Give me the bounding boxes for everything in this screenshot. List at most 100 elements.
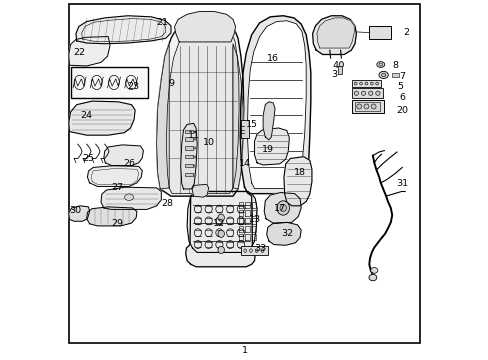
Bar [241, 246, 267, 255]
Bar [193, 165, 195, 167]
Bar [184, 173, 192, 176]
Polygon shape [69, 101, 135, 135]
Bar [184, 146, 192, 149]
Ellipse shape [356, 104, 361, 109]
Ellipse shape [361, 91, 365, 95]
Bar [338, 66, 341, 74]
Polygon shape [233, 44, 243, 189]
Text: 24: 24 [81, 111, 93, 120]
Text: 16: 16 [266, 54, 279, 63]
Bar [184, 164, 192, 167]
Ellipse shape [375, 91, 379, 95]
Polygon shape [247, 21, 305, 189]
Polygon shape [69, 206, 89, 221]
Text: 11: 11 [188, 131, 200, 140]
Polygon shape [104, 145, 143, 166]
Text: 26: 26 [123, 159, 136, 168]
Ellipse shape [244, 249, 246, 252]
Polygon shape [86, 207, 137, 226]
Polygon shape [101, 187, 161, 210]
Bar [368, 26, 390, 40]
Polygon shape [69, 37, 110, 66]
Polygon shape [316, 18, 353, 48]
Polygon shape [192, 184, 208, 197]
Bar [70, 67, 147, 98]
Polygon shape [254, 128, 289, 165]
Text: 8: 8 [391, 61, 397, 70]
Ellipse shape [369, 82, 372, 85]
Ellipse shape [280, 204, 286, 212]
Ellipse shape [218, 214, 224, 221]
Text: 25: 25 [82, 154, 94, 163]
Text: 1: 1 [241, 346, 247, 355]
Polygon shape [264, 193, 301, 223]
Ellipse shape [261, 249, 264, 252]
Ellipse shape [376, 62, 384, 67]
Text: 30: 30 [69, 206, 81, 215]
Text: 22: 22 [73, 48, 85, 57]
Text: 19: 19 [261, 145, 273, 154]
Polygon shape [240, 16, 310, 194]
Bar [184, 137, 192, 140]
Text: 3: 3 [330, 70, 337, 79]
Polygon shape [185, 192, 255, 267]
Text: 23: 23 [127, 82, 139, 91]
Text: 6: 6 [399, 93, 405, 102]
Bar [193, 174, 195, 176]
Ellipse shape [353, 82, 356, 85]
Bar [193, 147, 195, 149]
Polygon shape [76, 16, 171, 44]
Text: 2: 2 [402, 28, 408, 37]
Ellipse shape [370, 104, 375, 109]
Ellipse shape [359, 82, 362, 85]
Text: 18: 18 [293, 168, 305, 177]
Bar [193, 138, 195, 140]
Ellipse shape [124, 194, 133, 201]
Ellipse shape [353, 91, 358, 95]
Ellipse shape [368, 91, 372, 95]
Text: 4: 4 [332, 61, 338, 70]
Text: 20: 20 [395, 105, 407, 114]
Ellipse shape [363, 104, 368, 109]
Ellipse shape [339, 62, 343, 67]
Text: 31: 31 [395, 179, 407, 188]
Bar [184, 155, 192, 158]
Text: 10: 10 [202, 138, 214, 147]
Ellipse shape [378, 71, 387, 78]
Polygon shape [156, 44, 169, 189]
Ellipse shape [218, 230, 224, 237]
Polygon shape [180, 123, 197, 189]
Bar [351, 80, 380, 87]
Text: 29: 29 [111, 219, 123, 228]
Bar [351, 100, 383, 113]
Text: 5: 5 [397, 82, 403, 91]
Bar [354, 102, 379, 111]
Ellipse shape [255, 249, 258, 252]
Polygon shape [312, 16, 356, 54]
Text: 28: 28 [161, 199, 173, 208]
Text: 17: 17 [274, 204, 286, 213]
Text: 14: 14 [238, 159, 250, 168]
Polygon shape [284, 157, 311, 206]
Text: 27: 27 [111, 183, 123, 192]
Bar [193, 131, 195, 133]
Text: 9: 9 [168, 79, 174, 88]
Ellipse shape [375, 82, 378, 85]
Bar [351, 88, 382, 98]
Text: 13: 13 [249, 215, 261, 224]
Ellipse shape [276, 201, 289, 215]
Polygon shape [266, 222, 301, 245]
Text: 33: 33 [254, 244, 266, 253]
Bar [193, 156, 195, 158]
Polygon shape [87, 166, 142, 186]
Ellipse shape [378, 63, 382, 66]
Bar [184, 130, 192, 134]
Ellipse shape [381, 73, 385, 77]
Ellipse shape [364, 82, 367, 85]
Text: 15: 15 [245, 120, 257, 129]
Polygon shape [174, 12, 235, 42]
Ellipse shape [368, 274, 376, 281]
Text: 32: 32 [281, 229, 293, 238]
Text: 7: 7 [399, 72, 405, 81]
Ellipse shape [370, 267, 377, 273]
